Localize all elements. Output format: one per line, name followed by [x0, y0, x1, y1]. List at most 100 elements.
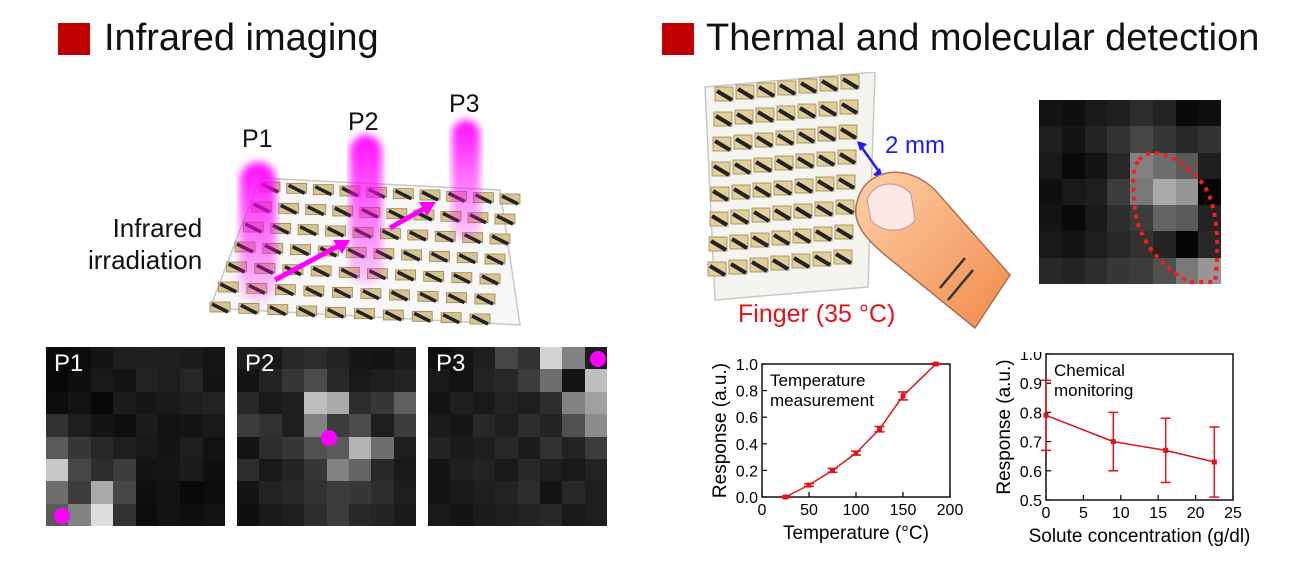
map-pixel [113, 458, 136, 482]
map-pixel [1152, 231, 1176, 258]
sensor-cell [489, 233, 511, 246]
map-pixel [450, 414, 473, 437]
sensor-cell [772, 205, 792, 221]
map-pixel [281, 436, 305, 459]
map-pixel [450, 503, 473, 526]
sensor-cell [325, 225, 346, 238]
map-pixel [1084, 257, 1108, 284]
map-pixel [495, 391, 518, 415]
map-pixel [371, 369, 394, 392]
sensor-cell [332, 205, 354, 218]
map-pixel [202, 414, 225, 437]
sensor-cell [833, 249, 853, 265]
beam-position-marker-p2 [321, 430, 337, 446]
map-pixel [472, 458, 496, 482]
map-pixel [157, 458, 181, 482]
map-pixel [90, 481, 114, 504]
map-pixel [348, 391, 372, 415]
map-pixel [1084, 178, 1108, 206]
map-pixel [1039, 126, 1062, 153]
map-label-p1: P1 [54, 350, 84, 377]
data-point [877, 426, 882, 432]
ir-map-p1 [46, 347, 225, 526]
map-pixel [157, 369, 181, 392]
map-pixel [113, 481, 136, 504]
beam-label-p3: P3 [449, 90, 480, 118]
map-pixel [259, 391, 282, 415]
data-point [933, 361, 939, 367]
map-pixel [584, 414, 607, 437]
map-pixel [539, 458, 563, 482]
sensor-cell [815, 176, 835, 192]
sensor-cell [734, 109, 754, 125]
data-point [1163, 447, 1169, 453]
sensor-cell [451, 272, 473, 285]
y-tick-label: 0.7 [1020, 435, 1042, 452]
map-pixel [539, 391, 563, 415]
map-pixel [348, 503, 372, 526]
map-label-p2: P2 [245, 350, 275, 377]
map-pixel [326, 391, 349, 415]
chart-annotation-line1: Temperature [770, 371, 865, 390]
x-tick-label: 0 [1042, 505, 1051, 522]
map-pixel [68, 391, 91, 415]
map-pixel [371, 414, 394, 437]
map-pixel [326, 458, 349, 482]
sensor-cell [714, 86, 734, 102]
map-pixel [428, 436, 451, 459]
map-pixel [393, 369, 416, 392]
map-pixel [539, 481, 563, 504]
map-pixel [68, 414, 91, 437]
y-tick-label: 0.6 [1020, 464, 1042, 481]
map-pixel [393, 436, 416, 459]
map-pixel [1130, 100, 1153, 127]
data-point [830, 467, 835, 473]
x-tick-label: 15 [1149, 505, 1167, 522]
sensor-cell [793, 203, 813, 219]
map-pixel [1084, 152, 1108, 179]
map-pixel [450, 347, 473, 370]
map-pixel [1175, 100, 1199, 127]
map-pixel [113, 414, 136, 437]
section-marker-thermal [662, 23, 694, 55]
map-pixel [584, 481, 607, 504]
map-pixel [517, 414, 540, 437]
map-pixel [281, 369, 305, 392]
map-pixel [1130, 257, 1153, 284]
sensor-cell [775, 130, 795, 146]
map-pixel [68, 458, 91, 482]
sensor-cell [274, 284, 296, 297]
sensor-cell [771, 230, 791, 246]
map-pixel [1152, 152, 1176, 179]
irradiation-label-line2: irradiation [88, 245, 203, 275]
sensor-cell [494, 213, 516, 226]
map-pixel [259, 481, 282, 504]
map-pixel [517, 436, 540, 459]
map-pixel [1175, 152, 1199, 179]
map-pixel [157, 503, 181, 526]
map-pixel [113, 347, 136, 370]
sensor-cell [325, 306, 346, 319]
x-axis-label: Solute concentration (g/dl) [1029, 526, 1251, 547]
map-pixel [393, 391, 416, 415]
sensor-cell [434, 230, 456, 243]
sensor-cell [817, 126, 837, 142]
map-pixel [1107, 257, 1130, 284]
map-pixel [326, 503, 349, 526]
x-tick-label: 150 [890, 502, 917, 519]
sensor-cell [733, 134, 753, 150]
sensor-cell [474, 293, 496, 306]
map-pixel [539, 503, 563, 526]
map-pixel [237, 369, 260, 392]
map-pixel [393, 414, 416, 437]
finger-illustration [854, 171, 1011, 330]
map-pixel [472, 391, 496, 415]
sensor-cell [777, 80, 797, 96]
map-pixel [1084, 100, 1108, 127]
data-point [1043, 412, 1049, 418]
finger-outline-dotted [1131, 151, 1220, 284]
map-pixel [495, 458, 518, 482]
infrared-imaging-title: Infrared imaging [104, 17, 379, 59]
sensor-cell [792, 228, 812, 244]
map-pixel [113, 391, 136, 415]
